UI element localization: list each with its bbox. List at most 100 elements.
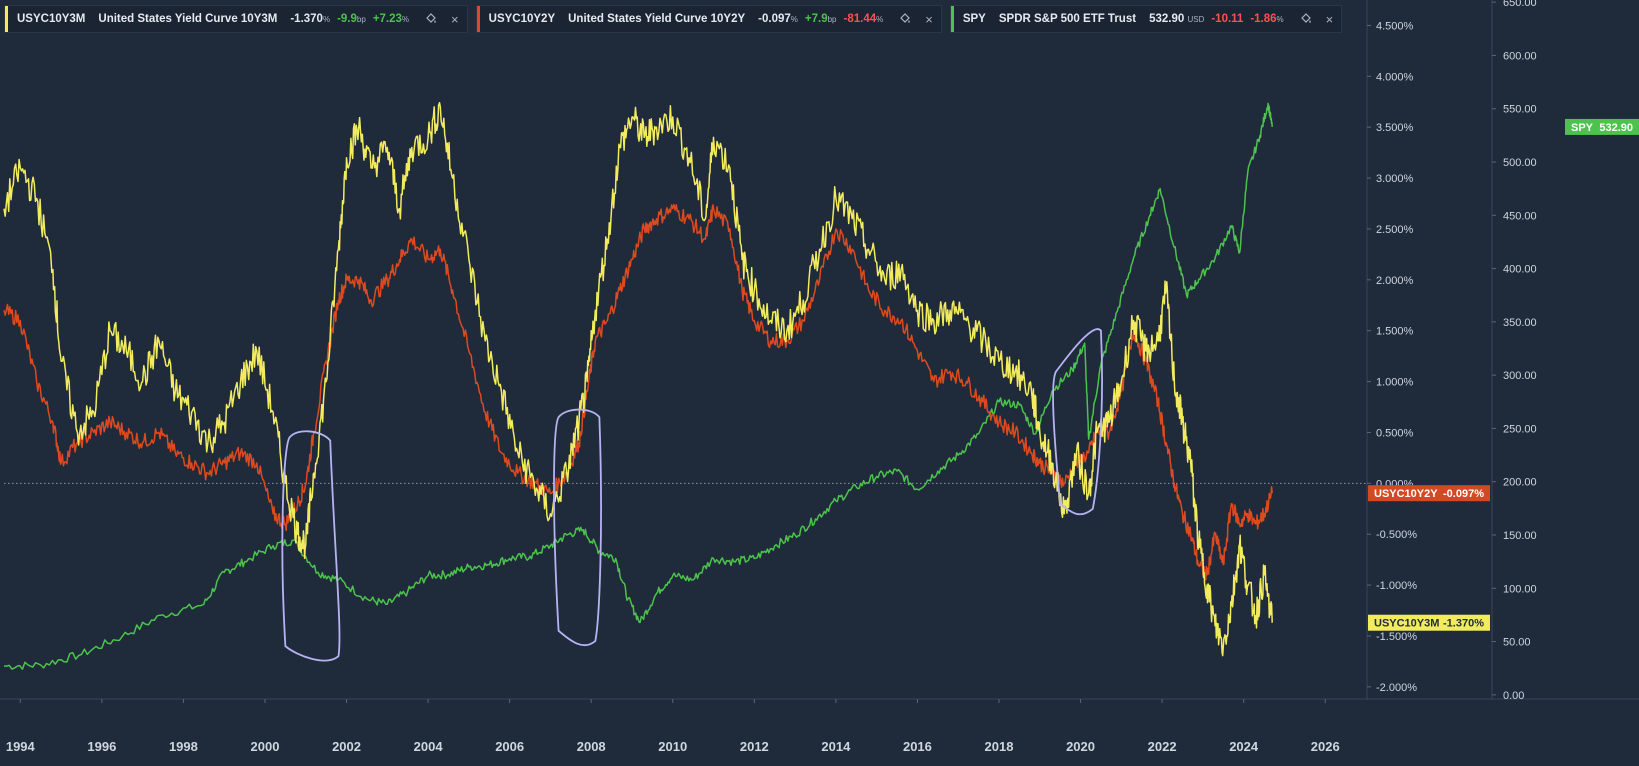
x-tick-label: 2024 (1229, 739, 1259, 754)
yield-tick-label: -0.500% (1376, 529, 1417, 541)
badge-usyc10y3m-value: -1.370% (1443, 618, 1484, 630)
legend-swatch (950, 6, 954, 32)
price-tick-label: 250.00 (1503, 423, 1537, 435)
x-tick-label: 1996 (87, 739, 116, 754)
price-tick-label: 550.00 (1503, 104, 1537, 116)
price-tick-label: 0.00 (1503, 690, 1524, 702)
legend-change-pct: -81.44% (844, 13, 884, 25)
legend-value: 532.90 USD (1149, 13, 1204, 25)
legend-name: United States Yield Curve 10Y2Y (568, 13, 746, 25)
legend-change-unit: bp (827, 15, 837, 24)
legend-change: -9.9bp (337, 13, 366, 25)
legend-change-pct-unit: % (876, 15, 884, 24)
yield-tick-label: 1.500% (1376, 326, 1414, 338)
legend-swatch (476, 6, 480, 32)
price-tick-label: 600.00 (1503, 50, 1537, 62)
close-icon[interactable]: × (451, 11, 459, 27)
yield-tick-label: 4.500% (1376, 20, 1414, 32)
yield-tick-label: -1.500% (1376, 631, 1417, 643)
yield-tick-label: 3.500% (1376, 122, 1414, 134)
annotation-circle (281, 430, 341, 662)
yield-tick-label: 0.500% (1376, 427, 1414, 439)
price-tick-label: 500.00 (1503, 157, 1537, 169)
paint-bucket-icon[interactable] (424, 12, 438, 26)
paint-bucket-icon[interactable] (898, 12, 912, 26)
legend-swatch (5, 6, 8, 32)
legend-bar: USYC10Y3M United States Yield Curve 10Y3… (4, 5, 1343, 33)
legend-value: -1.370% (290, 13, 330, 25)
x-tick-label: 2012 (740, 739, 769, 754)
x-tick-label: 2020 (1066, 739, 1095, 754)
price-tick-label: 650.00 (1503, 0, 1537, 9)
badge-spy-symbol: SPY (1571, 122, 1594, 134)
annotation-circle (1052, 328, 1103, 516)
price-tick-label: 350.00 (1503, 317, 1537, 329)
legend-symbol: USYC10Y2Y (488, 13, 556, 25)
x-tick-label: 2022 (1148, 739, 1177, 754)
price-tick-label: 100.00 (1503, 583, 1537, 595)
x-tick-label: 2018 (985, 739, 1014, 754)
legend-change-pct-number: -81.44 (843, 13, 877, 25)
x-tick-label: 1998 (169, 739, 198, 754)
x-tick-label: 2000 (251, 739, 280, 754)
legend-value-number: -0.097 (758, 13, 791, 25)
yield-tick-label: -1.000% (1376, 580, 1417, 592)
x-tick-label: 2004 (414, 739, 444, 754)
x-tick-label: 2008 (577, 739, 606, 754)
badge-usyc10y2y-bg (1368, 485, 1490, 502)
x-tick-label: 2002 (332, 739, 361, 754)
annotation-circle (553, 408, 602, 647)
price-tick-label: 400.00 (1503, 264, 1537, 276)
badge-usyc10y2y-value: -0.097% (1443, 488, 1484, 500)
x-tick-label: 1994 (6, 739, 36, 754)
yield-tick-label: 2.500% (1376, 224, 1414, 236)
price-tick-label: 50.00 (1503, 637, 1531, 649)
yield-tick-label: 3.000% (1376, 173, 1414, 185)
x-tick-label: 2006 (495, 739, 524, 754)
legend-change-number: -9.9 (337, 13, 357, 25)
x-tick-label: 2010 (658, 739, 687, 754)
legend-change-pct-number: -1.86 (1250, 13, 1277, 25)
legend-change-pct: +7.23% (373, 13, 409, 25)
badge-usyc10y3m-bg (1368, 614, 1490, 631)
legend-value-unit: % (322, 15, 331, 24)
legend-spy[interactable]: SPY SPDR S&P 500 ETF Trust 532.90 USD -1… (949, 5, 1343, 33)
legend-name: SPDR S&P 500 ETF Trust (998, 13, 1137, 25)
legend-change-number: +7.9 (804, 13, 828, 25)
legend-change: +7.9bp (805, 13, 837, 25)
legend-value: -0.097% (758, 13, 798, 25)
legend-change: -10.11 (1211, 13, 1243, 25)
price-tick-label: 150.00 (1503, 530, 1537, 542)
legend-change-pct-unit: % (401, 15, 410, 24)
x-tick-label: 2016 (903, 739, 932, 754)
legend-symbol: SPY (962, 13, 986, 25)
legend-change-pct: -1.86% (1250, 13, 1283, 25)
close-icon[interactable]: × (925, 11, 933, 27)
legend-change-pct-unit: % (1276, 15, 1284, 24)
legend-change-unit: bp (356, 15, 366, 24)
yield-tick-label: 2.000% (1376, 275, 1414, 287)
yield-tick-label: 1.000% (1376, 377, 1414, 389)
series-line-usyc10y3m (3, 101, 1273, 657)
yield-tick-label: 4.000% (1376, 71, 1414, 83)
yield-tick-label: -2.000% (1376, 682, 1417, 694)
series-line-spy (4, 102, 1273, 670)
price-tick-label: 450.00 (1503, 210, 1537, 222)
series-line-usyc10y2y (3, 203, 1273, 581)
legend-usyc10y3m[interactable]: USYC10Y3M United States Yield Curve 10Y3… (4, 5, 468, 33)
legend-value-unit: % (790, 15, 798, 24)
price-tick-label: 200.00 (1503, 477, 1537, 489)
badge-usyc10y3m-symbol: USYC10Y3M (1374, 618, 1439, 630)
paint-bucket-icon[interactable] (1299, 12, 1313, 26)
legend-symbol: USYC10Y3M (17, 13, 86, 25)
legend-change-pct-number: +7.23 (372, 13, 402, 25)
legend-usyc10y2y[interactable]: USYC10Y2Y United States Yield Curve 10Y2… (475, 5, 942, 33)
badge-spy-value: 532.90 (1599, 122, 1633, 134)
close-icon[interactable]: × (1325, 11, 1334, 27)
x-tick-label: 2026 (1311, 739, 1340, 754)
legend-change-number: -10.11 (1211, 13, 1244, 25)
legend-value-number: -1.370 (290, 13, 323, 25)
legend-value-number: 532.90 (1149, 13, 1185, 25)
